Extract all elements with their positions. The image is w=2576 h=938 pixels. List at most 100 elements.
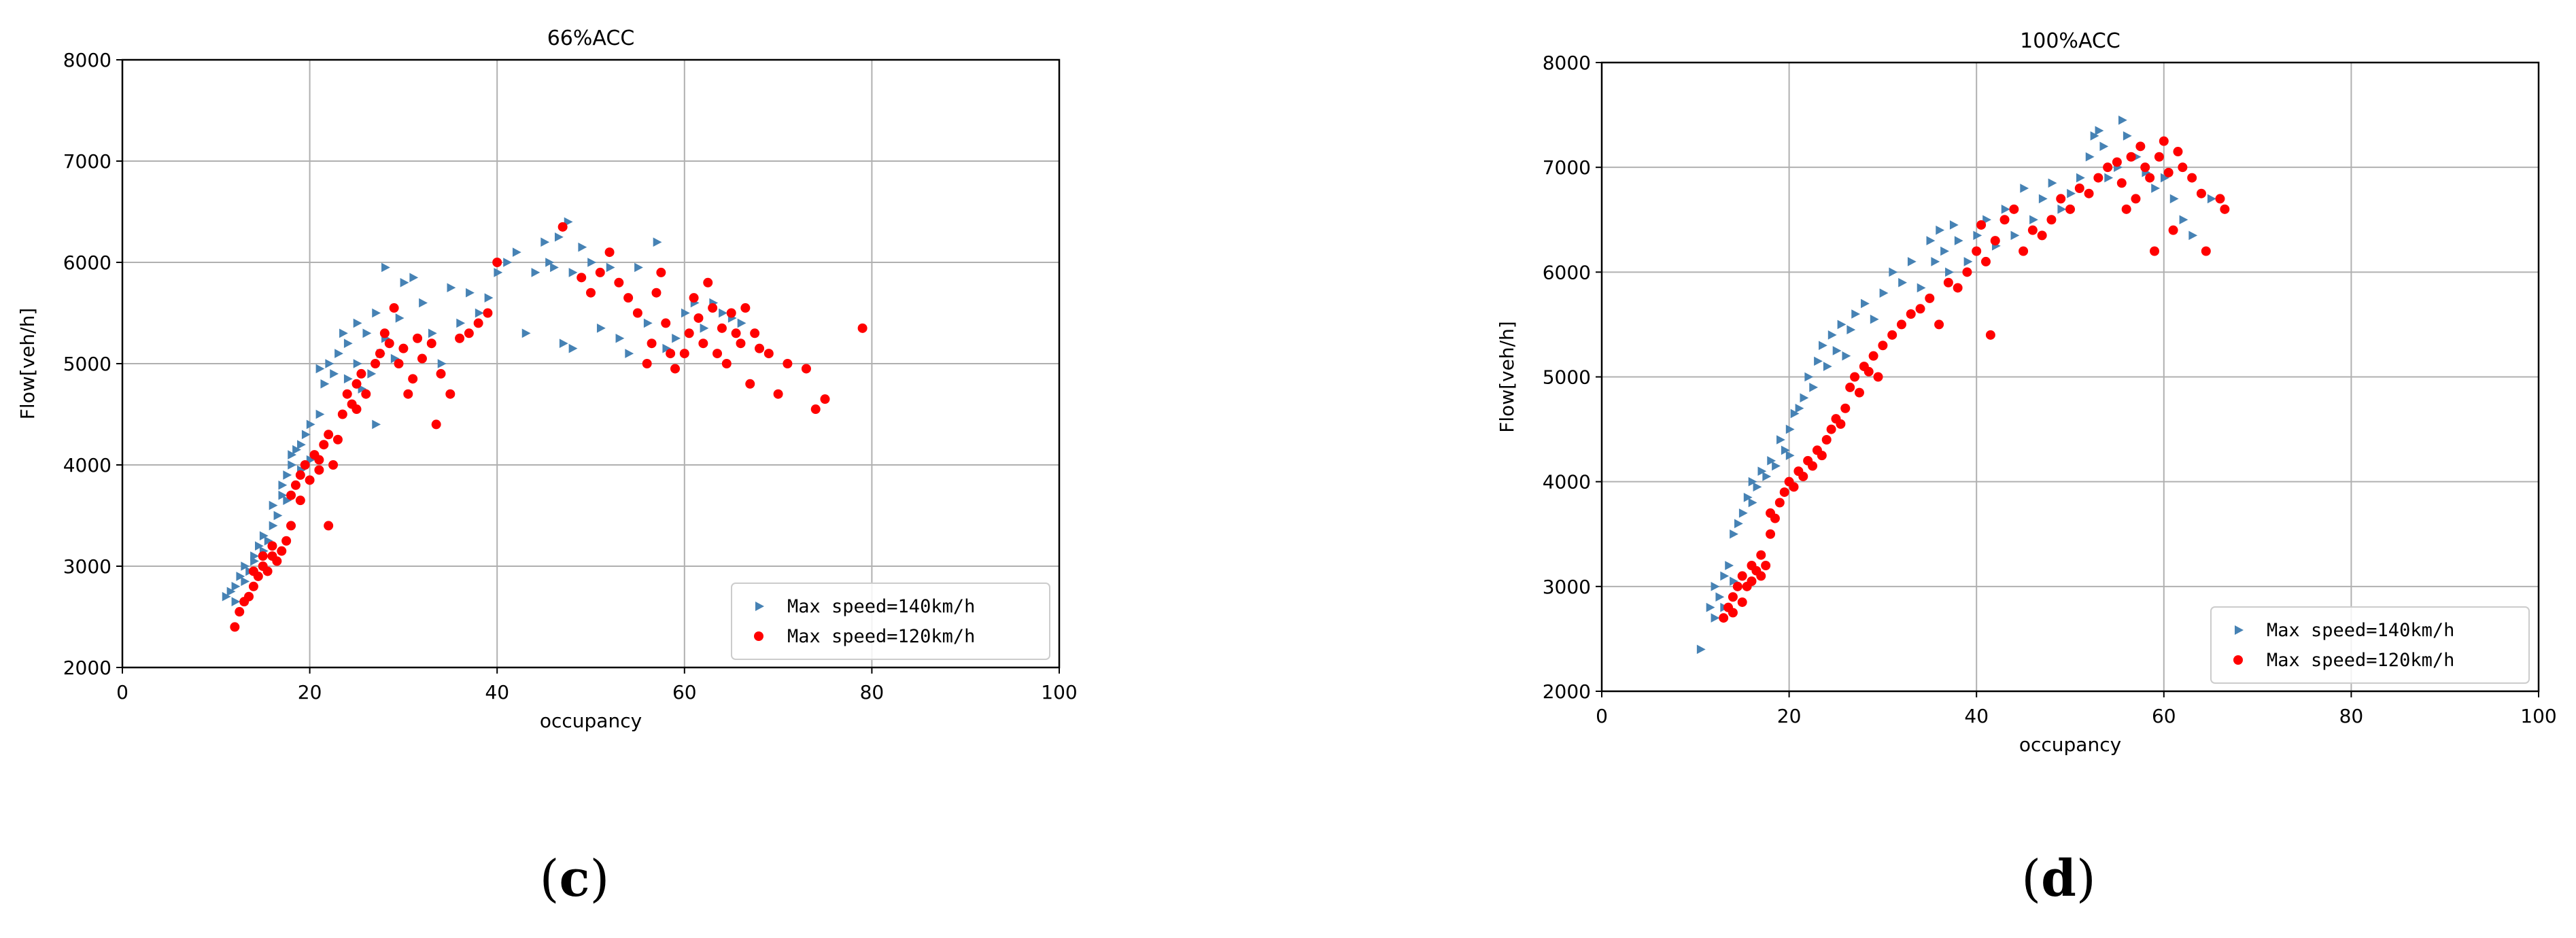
- data-point: [719, 308, 727, 318]
- data-point: [2196, 188, 2206, 198]
- data-point: [1898, 277, 1907, 288]
- data-point: [1711, 582, 1720, 591]
- data-point: [1949, 220, 1959, 230]
- data-point: [236, 572, 245, 581]
- data-point: [273, 510, 283, 521]
- data-point: [1962, 267, 1972, 277]
- data-point: [773, 389, 783, 399]
- series-2-points: [230, 222, 868, 632]
- data-point: [436, 368, 446, 379]
- data-point: [1790, 409, 1800, 419]
- data-point: [1706, 602, 1715, 612]
- data-point: [2037, 230, 2047, 241]
- data-point: [684, 328, 694, 338]
- data-point: [1734, 519, 1743, 529]
- data-point: [390, 353, 400, 364]
- caption-c: (c): [539, 850, 610, 908]
- data-point: [324, 521, 334, 531]
- data-point: [1945, 267, 1954, 277]
- data-point: [550, 262, 559, 273]
- data-point: [653, 237, 662, 247]
- data-point: [1785, 451, 1795, 460]
- data-point: [1847, 325, 1856, 334]
- data-point: [1972, 246, 1982, 256]
- data-point: [2067, 188, 2076, 198]
- data-point: [371, 359, 381, 368]
- series-1-points: [1696, 115, 2216, 655]
- data-point: [1715, 592, 1725, 602]
- data-point: [693, 313, 704, 323]
- data-point: [1757, 466, 1767, 476]
- x-tick-label: 100: [2520, 705, 2556, 727]
- data-point: [1963, 257, 1973, 266]
- data-point: [269, 521, 278, 531]
- data-point: [2076, 173, 2085, 183]
- x-axis-label: occupancy: [2019, 733, 2121, 756]
- data-point: [1854, 387, 1864, 398]
- data-point: [2169, 194, 2179, 204]
- data-point: [305, 475, 315, 485]
- data-point: [1940, 246, 1949, 256]
- data-point: [1906, 309, 1916, 319]
- data-point: [1934, 319, 1944, 330]
- data-point: [1767, 456, 1776, 466]
- data-point: [662, 343, 672, 353]
- data-point: [1917, 283, 1926, 293]
- data-point: [1728, 608, 1738, 618]
- data-point: [2065, 204, 2075, 214]
- data-point: [1725, 561, 1734, 570]
- data-point: [651, 288, 662, 298]
- data-point: [554, 232, 564, 242]
- data-point: [2001, 205, 2010, 214]
- data-point: [288, 450, 297, 459]
- data-point: [2010, 230, 2020, 241]
- data-point: [278, 490, 288, 500]
- data-point: [1985, 330, 1995, 340]
- data-point: [283, 496, 292, 505]
- y-axis-label: Flow[veh/h]: [16, 308, 39, 420]
- data-point: [466, 288, 475, 298]
- data-point: [431, 419, 441, 430]
- data-point: [755, 343, 765, 353]
- data-point: [403, 389, 413, 399]
- data-point: [353, 318, 362, 328]
- data-point: [484, 293, 494, 302]
- legend-entry-label: Max speed=120km/h: [787, 626, 975, 647]
- data-point: [726, 308, 736, 318]
- data-point: [456, 318, 466, 328]
- data-point: [661, 318, 671, 328]
- data-point: [464, 328, 474, 338]
- series-1-points: [222, 217, 746, 606]
- data-point: [557, 222, 568, 232]
- chart-title: 66%ACC: [547, 27, 635, 50]
- y-tick-label: 3000: [1543, 576, 1591, 598]
- data-point: [1814, 356, 1823, 366]
- data-point: [1873, 372, 1883, 382]
- data-point: [2099, 141, 2109, 152]
- y-tick-label: 7000: [63, 150, 111, 173]
- data-point: [606, 262, 615, 273]
- data-point: [1976, 220, 1987, 230]
- data-point: [2112, 157, 2122, 167]
- data-point: [1747, 576, 1757, 587]
- data-point: [596, 324, 606, 333]
- data-point: [708, 303, 718, 313]
- grid-lines: [1601, 62, 2539, 692]
- data-point: [325, 359, 334, 368]
- data-point: [1819, 341, 1827, 351]
- data-point: [721, 359, 732, 368]
- data-point: [328, 460, 339, 470]
- data-point: [1753, 482, 1762, 492]
- data-point: [545, 258, 554, 267]
- data-point: [362, 328, 372, 338]
- data-point: [2173, 147, 2183, 157]
- data-point: [1980, 256, 1991, 266]
- data-point: [1931, 257, 1940, 266]
- data-point: [2103, 162, 2113, 173]
- data-point: [1800, 393, 1809, 403]
- data-point: [2150, 246, 2160, 256]
- data-point: [656, 267, 666, 277]
- data-point: [356, 368, 366, 379]
- data-point: [2048, 178, 2057, 188]
- x-tick-label: 80: [860, 681, 885, 704]
